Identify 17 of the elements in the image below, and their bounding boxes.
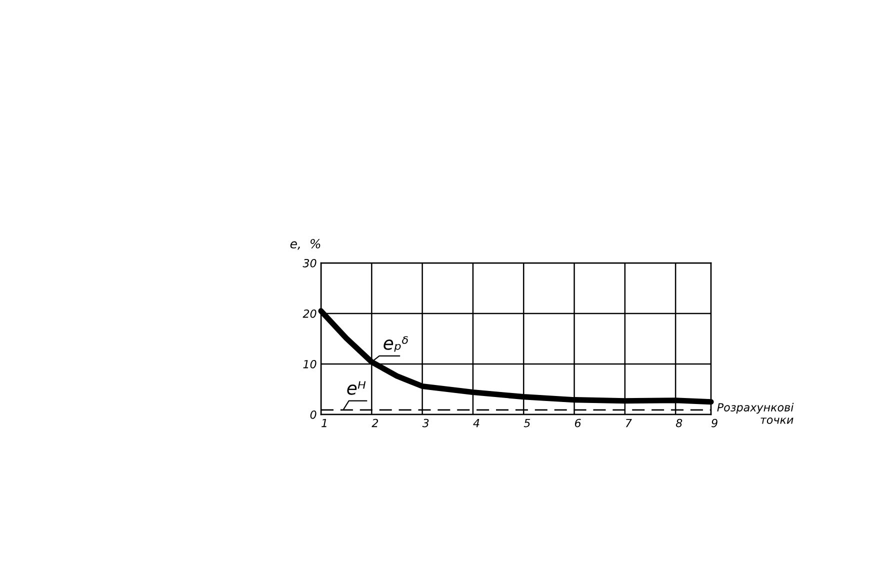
y-tick-label: 30 [302, 258, 316, 268]
x-tick-label: 3 [422, 418, 429, 428]
x-axis-title: Розрахункові точки [717, 402, 794, 424]
series-label: eᴴ [347, 381, 366, 395]
x-tick-label: 9 [712, 418, 718, 428]
x-tick-label: 1 [322, 418, 326, 428]
x-tick-label: 6 [574, 418, 581, 428]
x-tick-label: 7 [626, 418, 632, 428]
x-tick-label: 2 [372, 418, 378, 428]
series-label: eₚᵟ [384, 336, 408, 352]
x-tick-label: 4 [473, 418, 480, 428]
y-tick-label: 20 [302, 309, 316, 318]
y-tick-label: 10 [303, 360, 316, 368]
y-tick-label: 0 [310, 410, 316, 419]
x-tick-label: 8 [676, 418, 682, 428]
x-tick-label: 5 [524, 418, 530, 428]
y-axis-title: e, % [290, 238, 320, 250]
